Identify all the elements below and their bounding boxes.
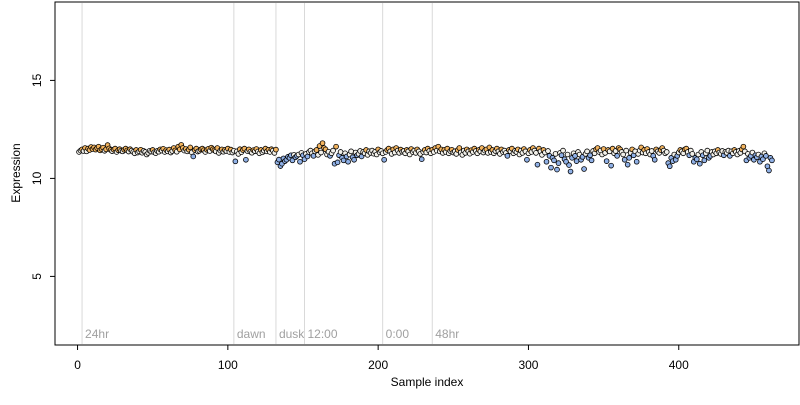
data-point [626,155,632,161]
data-point [304,153,311,160]
data-point [564,151,571,158]
data-point [310,153,317,159]
data-point [418,156,425,162]
data-point [608,162,614,169]
data-point [545,148,551,154]
data-point [666,163,673,170]
x-axis: 0 100 200 300 400 [74,345,689,372]
data-point [603,158,610,164]
y-tick-label: 15 [30,73,44,87]
data-point [548,164,554,171]
vline-label: dusk [279,327,305,341]
data-point [567,168,574,175]
data-point [696,160,703,167]
data-point [313,147,320,153]
data-point [581,166,587,172]
data-point [381,156,387,163]
data-point [623,147,629,154]
data-point [551,157,557,164]
plot-frame [54,1,800,346]
data-point [232,158,239,165]
data-point [337,149,344,155]
data-point [763,153,769,159]
data-point [766,167,772,174]
x-tick-label: 0 [74,358,81,372]
data-point [614,153,620,159]
data-point [318,149,324,156]
data-point [573,158,580,164]
y-axis: 5 10 15 [30,73,55,280]
data-point [584,148,590,155]
y-tick-label: 5 [30,273,44,280]
data-point [333,143,339,150]
data-point [633,158,640,165]
data-point [524,156,530,163]
data-point [651,156,658,163]
data-point [533,150,539,156]
data-point [345,158,351,165]
data-point [648,148,655,154]
data-point [689,151,696,157]
data-point [319,140,326,146]
data-point [543,158,550,165]
vline-label: 0:00 [386,327,410,341]
data-point [704,147,711,154]
data-point [187,144,194,151]
data-point [190,153,197,160]
x-tick-label: 400 [669,358,689,372]
x-axis-label: Sample index [391,375,464,389]
data-point [701,157,708,164]
data-point [351,156,357,163]
vline-label: 24hr [85,327,109,341]
data-point [620,151,626,158]
point-group [76,140,775,175]
data-point [769,157,775,164]
data-point [587,152,593,159]
data-point [740,143,747,150]
data-point [554,166,560,173]
vline-label: 48hr [435,327,459,341]
data-point [624,161,631,168]
data-point [273,146,279,153]
x-tick-label: 200 [368,358,388,372]
data-point [621,156,628,163]
data-point [243,156,249,163]
x-tick-label: 100 [218,358,238,372]
data-point [534,161,541,168]
data-point [663,149,670,155]
y-axis-label: Expression [9,143,23,202]
data-point [297,158,303,165]
data-point [330,147,336,154]
data-point [588,157,595,164]
data-point [552,151,559,157]
data-point [693,156,700,162]
data-point [504,153,511,159]
data-point [334,159,341,166]
vline-label: 12:00 [308,327,338,341]
x-tick-label: 300 [518,358,538,372]
data-point [348,148,354,155]
data-point [555,160,562,166]
y-tick-label: 10 [30,171,44,185]
vline-label: dawn [237,327,266,341]
data-point [560,147,566,154]
data-point [566,162,572,168]
vline-group: 24hr dawn dusk 12:00 0:00 48hr [81,3,459,344]
